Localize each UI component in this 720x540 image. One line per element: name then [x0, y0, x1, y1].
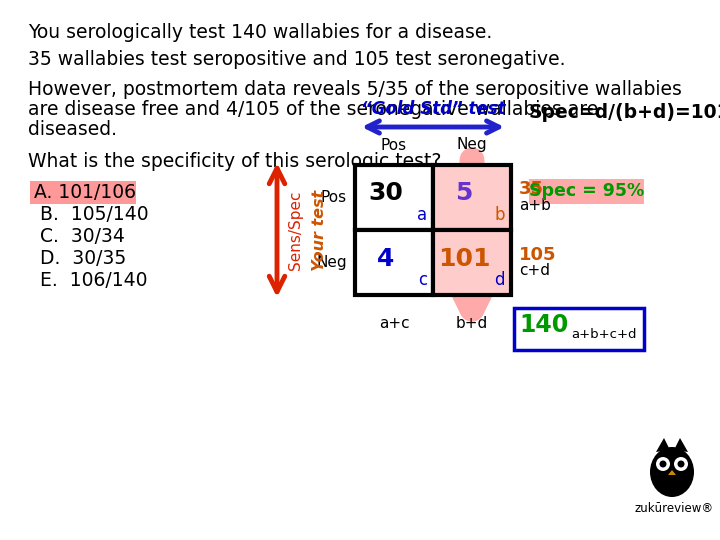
Text: 30: 30: [369, 181, 403, 206]
Text: a+b: a+b: [519, 198, 551, 213]
Text: Pos: Pos: [321, 190, 347, 205]
Text: Pos: Pos: [381, 138, 407, 152]
Text: Neg: Neg: [456, 138, 487, 152]
Text: C.  30/34: C. 30/34: [40, 227, 125, 246]
Text: diseased.: diseased.: [28, 120, 117, 139]
Bar: [433, 165, 511, 230]
Text: 35: 35: [519, 180, 544, 199]
Circle shape: [678, 461, 685, 468]
Text: D.  30/35: D. 30/35: [40, 249, 126, 268]
Circle shape: [656, 457, 670, 471]
Ellipse shape: [650, 447, 694, 497]
FancyBboxPatch shape: [30, 181, 136, 204]
Circle shape: [674, 457, 688, 471]
Text: d: d: [495, 271, 505, 289]
Text: Your test: Your test: [312, 190, 326, 271]
Text: 4: 4: [377, 246, 395, 271]
Bar: [433, 230, 511, 295]
Text: Spec=d/(b+d)=101/106: Spec=d/(b+d)=101/106: [529, 104, 720, 123]
Text: c: c: [418, 271, 427, 289]
Text: c+d: c+d: [519, 263, 550, 278]
Text: B.  105/140: B. 105/140: [40, 206, 148, 225]
Polygon shape: [674, 438, 688, 452]
Text: zukūreview®: zukūreview®: [634, 502, 714, 515]
Text: a: a: [417, 206, 427, 224]
Text: 140: 140: [519, 313, 569, 337]
Text: b+d: b+d: [456, 315, 488, 330]
Text: What is the specificity of this serologic test?: What is the specificity of this serologi…: [28, 152, 441, 171]
Text: 35 wallabies test seropositive and 105 test seronegative.: 35 wallabies test seropositive and 105 t…: [28, 50, 565, 69]
Text: are disease free and 4/105 of the seronegative wallabies are: are disease free and 4/105 of the serone…: [28, 100, 598, 119]
Text: You serologically test 140 wallabies for a disease.: You serologically test 140 wallabies for…: [28, 23, 492, 42]
Bar: [355, 165, 433, 230]
Text: Spec = 95%: Spec = 95%: [529, 182, 644, 200]
Text: Neg: Neg: [316, 255, 347, 270]
Text: b: b: [495, 206, 505, 224]
Text: “Gold Std” test: “Gold Std” test: [361, 100, 505, 118]
Circle shape: [660, 461, 667, 468]
Text: However, postmortem data reveals 5/35 of the seropositive wallabies: However, postmortem data reveals 5/35 of…: [28, 80, 682, 99]
Text: 105: 105: [519, 246, 557, 264]
Text: A. 101/106: A. 101/106: [34, 183, 136, 201]
Polygon shape: [656, 438, 670, 452]
Text: E.  106/140: E. 106/140: [40, 272, 148, 291]
Text: 101: 101: [438, 246, 490, 271]
Text: 5: 5: [455, 181, 473, 206]
Text: a+b+c+d: a+b+c+d: [571, 327, 636, 341]
Text: a+c: a+c: [379, 315, 409, 330]
Bar: [514, 308, 644, 350]
Polygon shape: [668, 470, 676, 475]
Text: Sens/Spec: Sens/Spec: [287, 190, 302, 270]
Bar: [355, 230, 433, 295]
Bar: [529, 179, 644, 204]
